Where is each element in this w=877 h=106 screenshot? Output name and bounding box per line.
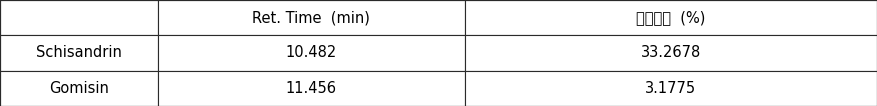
- Polygon shape: [0, 35, 158, 71]
- Polygon shape: [465, 35, 877, 71]
- Polygon shape: [0, 0, 158, 35]
- Text: 33.2678: 33.2678: [641, 45, 701, 61]
- Text: Schisandrin: Schisandrin: [36, 45, 122, 61]
- Text: 10.482: 10.482: [286, 45, 337, 61]
- Polygon shape: [0, 71, 158, 106]
- Text: 3.1775: 3.1775: [645, 81, 696, 96]
- Text: 11.456: 11.456: [286, 81, 337, 96]
- Text: Ret. Time  (min): Ret. Time (min): [253, 10, 370, 25]
- Polygon shape: [158, 0, 465, 35]
- Polygon shape: [158, 35, 465, 71]
- Text: Gomisin: Gomisin: [49, 81, 109, 96]
- Polygon shape: [158, 71, 465, 106]
- Polygon shape: [465, 71, 877, 106]
- Polygon shape: [465, 0, 877, 35]
- Text: 상대함량  (%): 상대함량 (%): [636, 10, 706, 25]
